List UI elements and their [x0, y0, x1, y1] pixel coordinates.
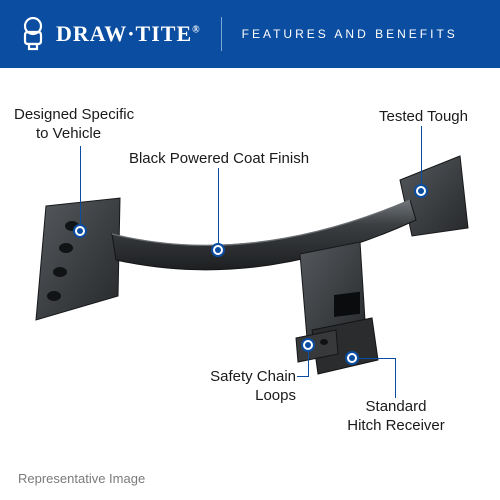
marker-receiver — [345, 351, 359, 365]
registered-mark: ® — [192, 25, 200, 36]
leader-loops-h — [297, 376, 308, 377]
hitch-ball-icon — [18, 17, 48, 51]
marker-tough — [414, 184, 428, 198]
header-divider — [221, 17, 222, 51]
marker-finish — [211, 243, 225, 257]
leader-tough — [421, 126, 422, 186]
header-bar: DRAW·TITE® FEATURES AND BENEFITS — [0, 0, 500, 68]
callout-tough: Tested Tough — [358, 108, 468, 127]
leader-vehicle — [80, 146, 81, 226]
callout-finish: Black Powered Coat Finish — [119, 150, 319, 169]
diagram-canvas: Designed Specific to Vehicle Black Power… — [0, 68, 500, 500]
marker-loops — [301, 338, 315, 352]
leader-receiver-h — [357, 358, 395, 359]
leader-receiver-v — [395, 358, 396, 398]
callout-loops: Safety Chain Loops — [186, 368, 296, 406]
logo-text: DRAW·TITE® — [56, 21, 201, 47]
footer-caption: Representative Image — [18, 471, 145, 486]
callout-receiver: Standard Hitch Receiver — [336, 398, 456, 436]
leader-loops-v — [308, 350, 309, 377]
leader-finish — [218, 168, 219, 245]
callout-vehicle: Designed Specific to Vehicle — [14, 106, 154, 144]
brand-logo: DRAW·TITE® — [18, 17, 201, 51]
marker-vehicle — [73, 224, 87, 238]
header-tagline: FEATURES AND BENEFITS — [242, 27, 458, 41]
